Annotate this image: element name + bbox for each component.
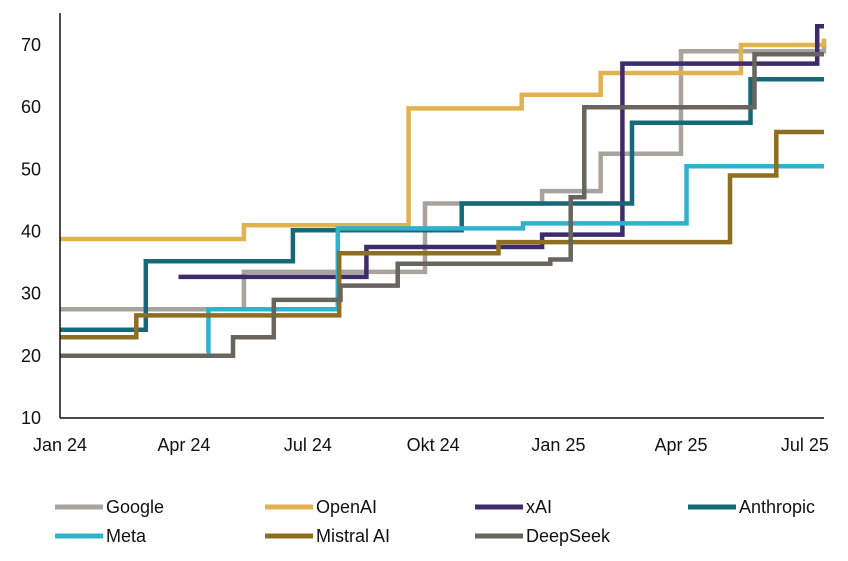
legend-item-xai: xAI [475,497,552,517]
legend-label: Meta [106,526,147,546]
x-tick-label: Apr 25 [654,435,707,455]
series-line-xai [178,24,824,280]
legend-item-openai: OpenAI [265,497,377,517]
x-tick-label: Apr 24 [157,435,210,455]
legend-label: xAI [526,497,552,517]
legend-label: DeepSeek [526,526,611,546]
legend-item-google: Google [55,497,164,517]
series-line-deepseek [60,52,824,359]
legend-label: Google [106,497,164,517]
series-line-openai [60,38,827,242]
y-tick-label: 10 [21,408,41,428]
y-tick-label: 50 [21,159,41,179]
y-tick-label: 60 [21,97,41,117]
series-layer [60,24,827,359]
legend-label: OpenAI [316,497,377,517]
legend-item-anthropic: Anthropic [688,497,815,517]
legend-label: Anthropic [739,497,815,517]
series-line-anthropic [60,76,824,332]
legend-label: Mistral AI [316,526,390,546]
y-tick-label: 70 [21,35,41,55]
legend: Google OpenAI xAI Anthropic Meta Mistral AI De… [55,497,815,546]
series-line-meta [206,163,824,355]
y-tick-labels: 10 20 30 40 50 60 70 [21,35,41,428]
series-line-mistral-ai [60,129,824,340]
y-tick-label: 20 [21,346,41,366]
series-line-google [60,38,827,312]
axes [59,13,824,419]
x-tick-label: Jan 24 [33,435,87,455]
x-tick-labels: Jan 24 Apr 24 Jul 24 Okt 24 Jan 25 Apr 25 Jul … [33,435,829,455]
legend-item-mistral-ai: Mistral AI [265,526,390,546]
x-tick-label: Jul 24 [284,435,332,455]
y-tick-label: 40 [21,222,41,242]
x-tick-label: Jul 25 [781,435,829,455]
x-tick-label: Okt 24 [407,435,460,455]
x-tick-label: Jan 25 [531,435,585,455]
legend-item-meta: Meta [55,526,147,546]
y-tick-label: 30 [21,284,41,304]
legend-item-deepseek: DeepSeek [475,526,611,546]
